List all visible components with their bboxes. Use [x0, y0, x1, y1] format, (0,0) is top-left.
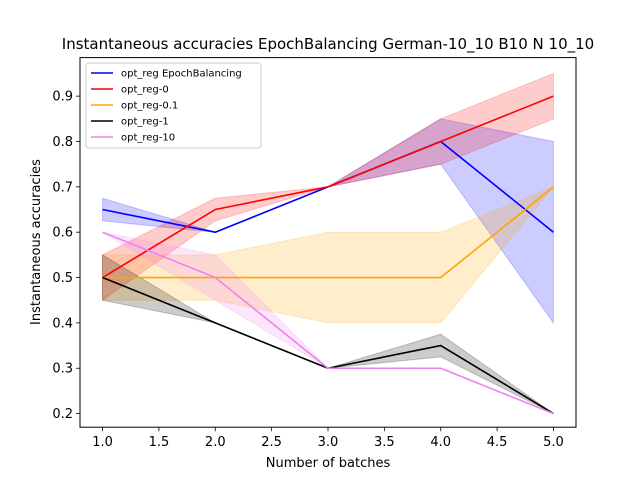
- series-line-4: [102, 231, 554, 415]
- x-tick-label: 3.5: [374, 435, 395, 450]
- x-tick-label: 4.5: [487, 435, 508, 450]
- legend-label-4: opt_reg-10: [121, 133, 175, 144]
- series-lines: [102, 95, 554, 415]
- legend: opt_reg EpochBalancing opt_reg-0 opt_reg-0…: [85, 62, 262, 149]
- y-axis: 0.2 0.3 0.4 0.5 0.6 0.7 0.8 0.9: [52, 90, 80, 422]
- chart-title: Instantaneous accuracies EpochBalancing …: [62, 35, 594, 54]
- x-tick-label: 3.0: [318, 435, 339, 450]
- y-tick-label: 0.8: [52, 135, 73, 150]
- y-tick-label: 0.4: [52, 316, 73, 331]
- y-tick-label: 0.9: [52, 90, 73, 105]
- x-tick-label: 4.0: [430, 435, 451, 450]
- x-tick-label: 1.5: [149, 435, 170, 450]
- y-tick-label: 0.5: [52, 271, 73, 286]
- legend-box: [85, 62, 262, 149]
- y-tick-label: 0.7: [52, 180, 73, 195]
- y-tick-label: 0.2: [52, 407, 73, 422]
- legend-label-0: opt_reg EpochBalancing: [121, 69, 242, 80]
- legend-label-1: opt_reg-0: [121, 85, 169, 96]
- x-tick-label: 2.0: [205, 435, 226, 450]
- series-line-2: [102, 186, 554, 279]
- legend-label-2: opt_reg-0.1: [121, 101, 178, 112]
- legend-label-3: opt_reg-1: [121, 117, 169, 128]
- y-axis-title: Instantaneous accuracies: [29, 159, 44, 325]
- x-tick-label: 5.0: [543, 435, 564, 450]
- x-tick-label: 1.0: [92, 435, 113, 450]
- x-tick-label: 2.5: [261, 435, 282, 450]
- x-axis-title: Number of batches: [266, 456, 391, 471]
- series-line-1: [102, 95, 554, 279]
- x-axis: 1.0 1.5 2.0 2.5 3.0 3.5 4.0 4.5 5.0: [92, 427, 564, 450]
- y-tick-label: 0.6: [52, 226, 73, 241]
- y-tick-label: 0.3: [52, 362, 73, 377]
